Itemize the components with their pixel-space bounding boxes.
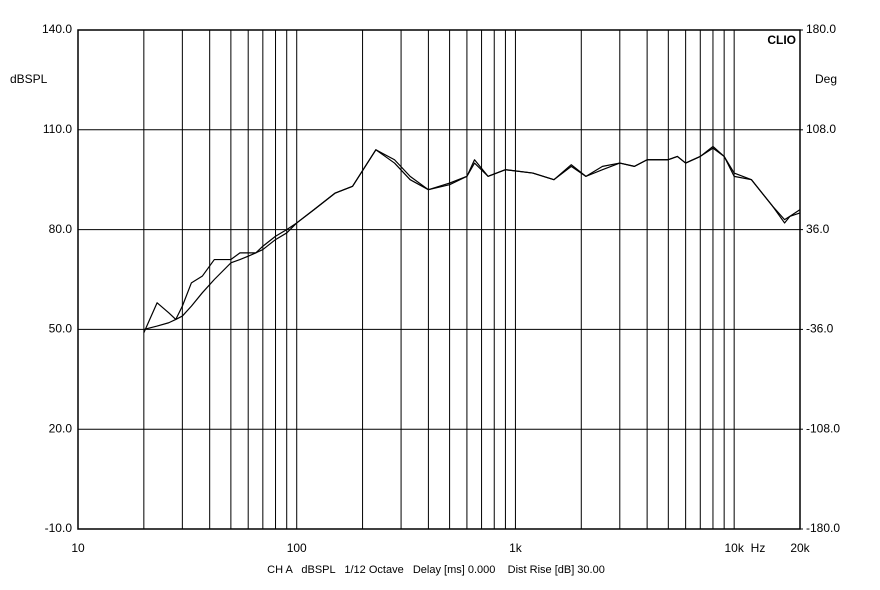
y2-tick-label: 36.0 [806, 222, 830, 236]
x-tick-label: 10k [724, 541, 744, 555]
y-axis-label: dBSPL [10, 72, 48, 86]
y2-tick-label: 108.0 [806, 122, 836, 136]
y-tick-label: -10.0 [45, 521, 73, 535]
x-tick-label: 10 [71, 541, 85, 555]
y2-tick-label: 180.0 [806, 22, 836, 36]
y-tick-label: 50.0 [49, 322, 73, 336]
x-tick-label: 1k [509, 541, 523, 555]
y-tick-label: 140.0 [42, 22, 72, 36]
x-tick-label: 20k [790, 541, 810, 555]
x-tick-label: 100 [287, 541, 307, 555]
y-tick-label: 20.0 [49, 421, 73, 435]
y-tick-label: 110.0 [43, 122, 72, 136]
y2-tick-label: -108.0 [806, 421, 840, 435]
series-line [143, 147, 801, 330]
y2-axis-label: Deg [815, 72, 837, 86]
x-unit: Hz [751, 541, 766, 555]
footer: CH A dBSPL 1/12 Octave Delay [ms] 0.000 … [267, 564, 605, 576]
y2-tick-label: -36.0 [806, 322, 834, 336]
brand: CLIO [767, 33, 796, 47]
y2-tick-label: -180.0 [806, 521, 840, 535]
y-tick-label: 80.0 [49, 222, 73, 236]
plot-area [77, 29, 801, 530]
series-line [143, 145, 801, 333]
